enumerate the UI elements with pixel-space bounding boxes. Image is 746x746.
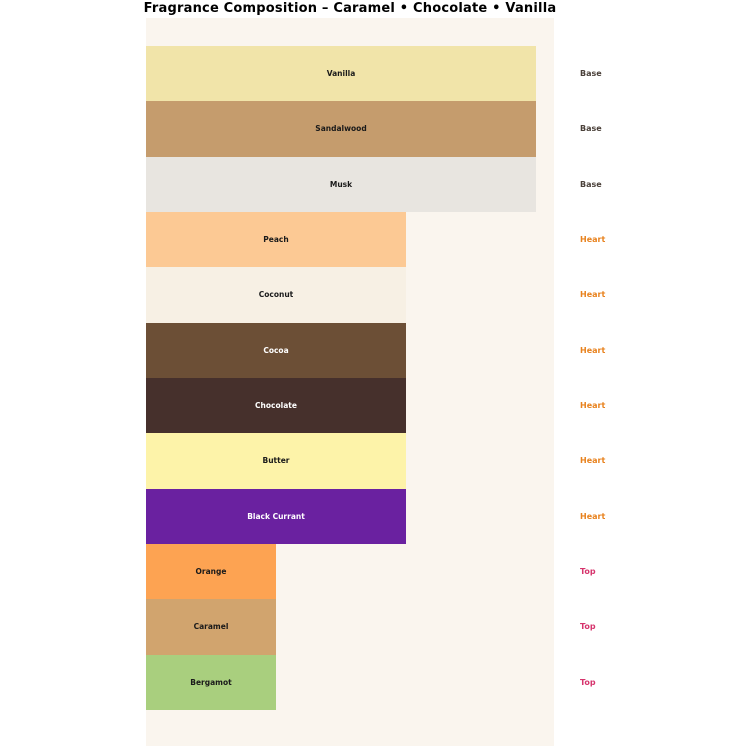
note-type-label-coconut: Heart [580,290,606,300]
bar-label-musk: Musk [329,179,353,189]
bar-caramel: Caramel [146,599,276,655]
bar-label-coconut: Coconut [258,290,294,300]
bar-label-chocolate: Chocolate [255,401,297,411]
note-type-label-bergamot: Top [580,677,596,687]
bar-coconut: Coconut [146,267,406,323]
note-type-label-musk: Base [580,179,602,189]
note-type-label-caramel: Top [580,622,596,632]
bar-label-peach: Peach [263,235,289,245]
bar-peach: Peach [146,211,406,268]
note-type-label-chocolate: Heart [580,401,606,411]
bar-label-butter: Butter [262,456,290,466]
bar-orange: Orange [146,543,276,600]
note-type-label-black-currant: Heart [580,511,606,521]
bar-butter: Butter [146,433,406,489]
bar-bergamot: Bergamot [146,654,276,710]
bar-label-vanilla: Vanilla [326,69,356,79]
bar-sandalwood: Sandalwood [146,101,536,157]
bar-label-black-currant: Black Currant [247,511,305,521]
bar-cocoa: Cocoa [146,322,406,378]
bar-musk: Musk [146,156,536,212]
bar-label-orange: Orange [195,567,227,577]
chart-title: Fragrance Composition – Caramel • Chocol… [143,1,557,16]
note-type-label-butter: Heart [580,456,606,466]
note-type-label-cocoa: Heart [580,345,606,355]
bar-label-caramel: Caramel [193,622,229,632]
note-type-label-sandalwood: Base [580,124,602,134]
bar-black-currant: Black Currant [146,488,406,544]
plot-area: Vanilla Sandalwood Musk Peach Coconut Cocoa Ch… [146,18,554,746]
note-type-label-peach: Heart [580,235,606,245]
bar-label-bergamot: Bergamot [190,677,232,687]
note-type-label-orange: Top [580,567,596,577]
bar-vanilla: Vanilla [146,46,536,102]
bar-label-sandalwood: Sandalwood [315,124,367,134]
note-type-label-vanilla: Base [580,69,602,79]
bar-label-cocoa: Cocoa [263,345,289,355]
bar-chocolate: Chocolate [146,377,406,434]
